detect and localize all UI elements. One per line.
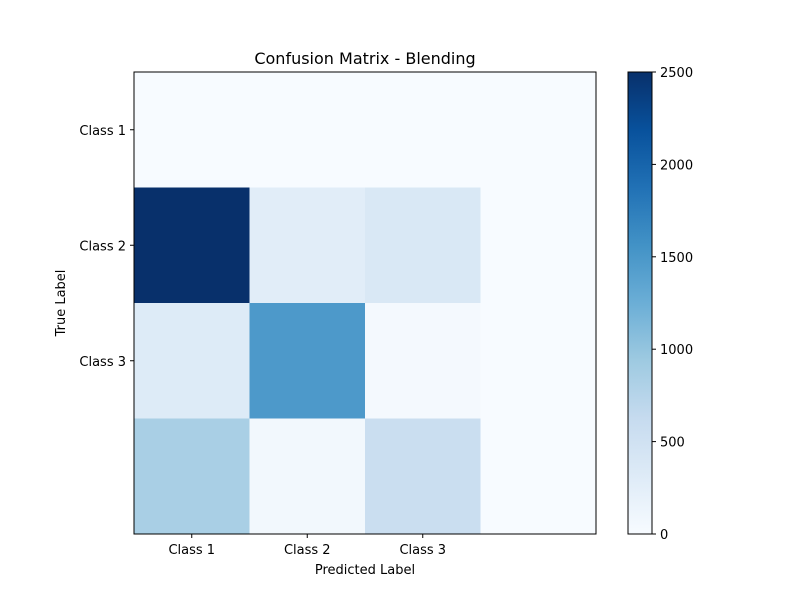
y-axis-label: True Label <box>54 270 69 338</box>
colorbar-tick-label: 1500 <box>660 251 693 266</box>
colorbar-tick-label: 500 <box>660 436 685 451</box>
heatmap-cells <box>134 72 597 535</box>
chart-title: Confusion Matrix - Blending <box>254 49 475 68</box>
colorbar-ticks: 0 500 1000 1500 2000 2500 <box>652 66 693 543</box>
plot-frame <box>133 71 597 535</box>
colorbar <box>627 71 653 535</box>
x-tick-label: Class 1 <box>168 543 215 558</box>
y-tick-label: Class 1 <box>79 124 126 139</box>
colorbar-tick-label: 0 <box>660 528 668 543</box>
heatmap-cell-r0-c0 <box>134 72 250 188</box>
x-axis-ticks: Class 1 Class 2 Class 3 <box>168 534 446 558</box>
heatmap-cell-r0-c1 <box>249 72 366 188</box>
x-tick-label: Class 3 <box>399 543 446 558</box>
colorbar-tick-label: 2500 <box>660 66 693 81</box>
heatmap-cell-r3-c0 <box>134 418 250 535</box>
heatmap-cell-r3-c3 <box>480 418 597 535</box>
heatmap-cell-r2-c3 <box>480 303 597 419</box>
colorbar-tick-label: 1000 <box>660 343 693 358</box>
heatmap-cell-r1-c2 <box>365 187 481 304</box>
heatmap-cell-r2-c0 <box>134 303 250 419</box>
colorbar-tick-label: 2000 <box>660 158 693 173</box>
y-tick-label: Class 2 <box>79 239 126 254</box>
heatmap-cell-r3-c2 <box>365 418 481 535</box>
heatmap-cell-r2-c1 <box>249 303 366 419</box>
heatmap-cell-r1-c1 <box>249 187 366 304</box>
heatmap-cell-r1-c0 <box>134 187 250 304</box>
heatmap-cell-r0-c3 <box>480 72 597 188</box>
heatmap-cell-r3-c1 <box>249 418 366 535</box>
x-axis-label: Predicted Label <box>315 563 415 578</box>
heatmap-cell-r2-c2 <box>365 303 481 419</box>
y-axis-ticks: Class 1 Class 2 Class 3 <box>79 124 134 370</box>
x-tick-label: Class 2 <box>284 543 331 558</box>
y-tick-label: Class 3 <box>79 355 126 370</box>
heatmap-cell-r1-c3 <box>480 187 597 304</box>
heatmap-cell-r0-c2 <box>365 72 481 188</box>
